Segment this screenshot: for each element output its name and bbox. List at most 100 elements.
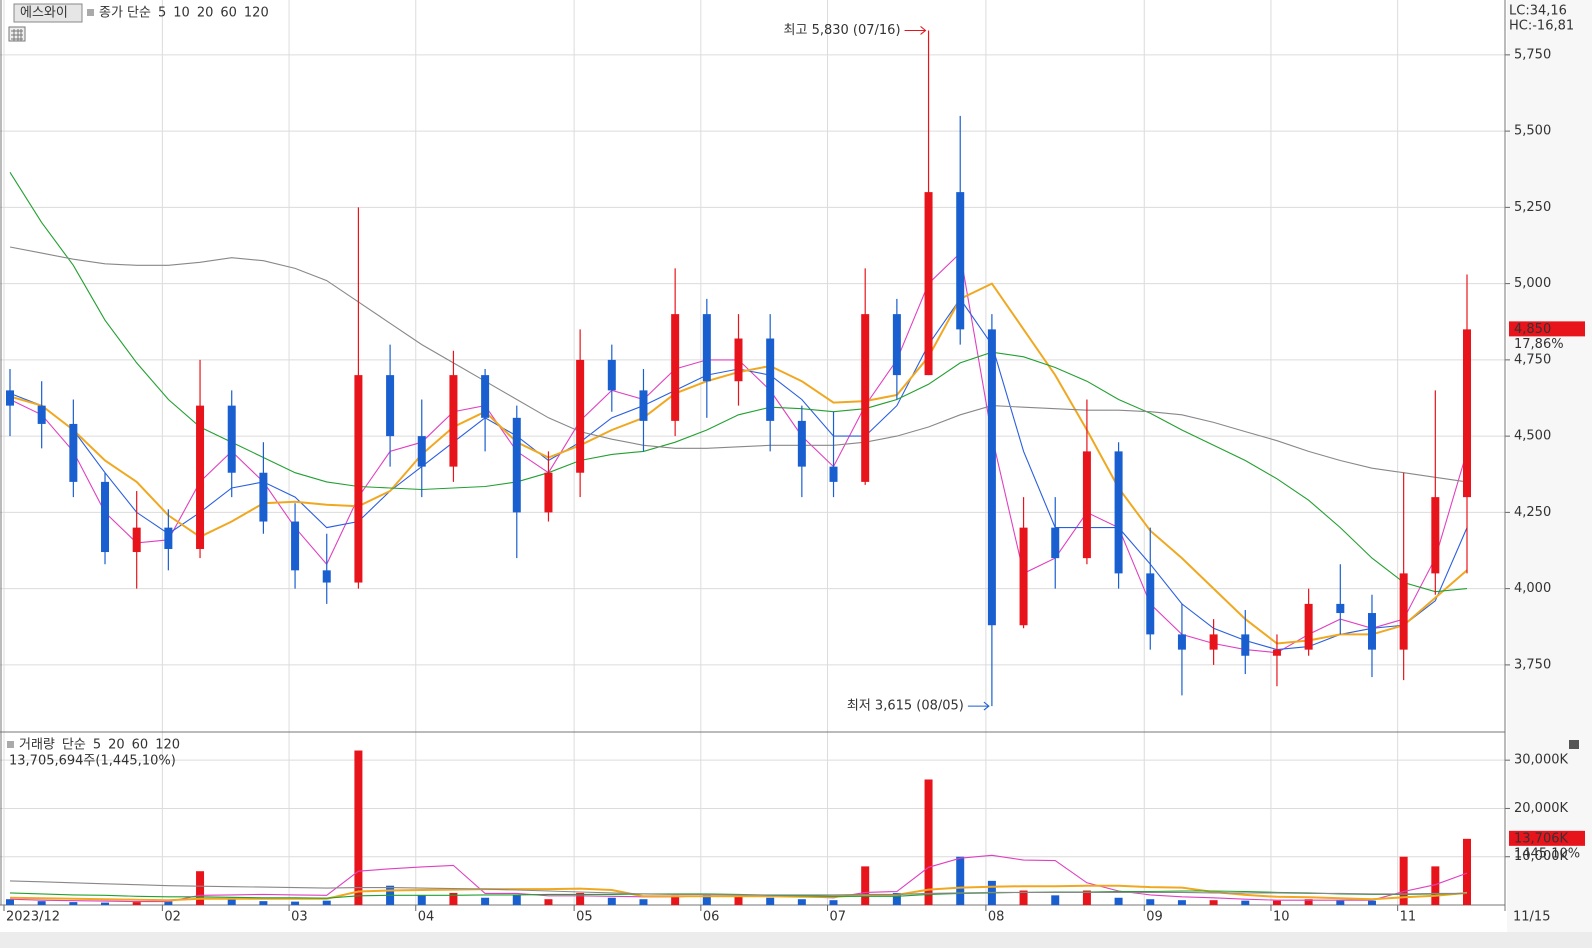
candle-body: [101, 481, 110, 553]
volume-bar: [1082, 890, 1091, 905]
candle-body: [1272, 649, 1281, 656]
volume-bar: [1019, 890, 1028, 905]
volume-bar: [1272, 900, 1281, 905]
candle-body: [1146, 573, 1155, 635]
x-tick-label: 10: [1273, 910, 1290, 925]
volume-bar: [639, 899, 648, 905]
candle-body: [956, 192, 965, 330]
x-tick-label: 08: [988, 910, 1005, 925]
volume-tag: [1509, 830, 1585, 846]
volume-bar: [417, 895, 426, 905]
price-tag-label: 4,850: [1514, 322, 1551, 337]
volume-bar: [544, 899, 553, 905]
volume-bar: [1304, 899, 1313, 905]
candle-body: [196, 405, 205, 549]
candle-body: [1304, 603, 1313, 650]
high-label: 최고 5,830 (07/16): [784, 23, 901, 38]
volume-bar: [797, 899, 806, 905]
ma-line: [9, 880, 1467, 896]
high-arrow: [904, 26, 927, 35]
y-tick-label: 30,000K: [1514, 753, 1568, 768]
volume-bar: [1177, 900, 1186, 905]
y-tick-label: 3,750: [1514, 657, 1551, 672]
legend-item: 5: [158, 6, 166, 21]
volume-bar: [449, 892, 458, 905]
ma-line: [9, 246, 1468, 483]
y-tick-label: 5,750: [1514, 47, 1551, 62]
volume-bar: [512, 895, 521, 905]
candle-body: [227, 405, 236, 473]
volume-bar: [861, 866, 870, 905]
candle-body: [576, 359, 585, 473]
candle-body: [417, 436, 426, 467]
x-tick-label: 11: [1400, 910, 1417, 925]
volume-change: 1445,10%: [1514, 846, 1580, 861]
candle-body: [1019, 527, 1028, 626]
volume-bar: [607, 897, 616, 905]
volume-tag-label: 13,706K: [1514, 831, 1568, 846]
volume-bar: [671, 895, 680, 905]
candle-body: [702, 314, 711, 382]
candle-body: [164, 527, 173, 549]
volume-bar: [164, 901, 173, 905]
low-arrow: [967, 701, 990, 711]
y-tick-label: 5,500: [1514, 124, 1551, 139]
volume-bar: [1367, 900, 1376, 905]
candle-body: [37, 405, 46, 424]
candle-body: [544, 472, 553, 513]
volume-bar: [1114, 897, 1123, 905]
volume-bar: [734, 896, 743, 905]
y-tick-label: 4,500: [1514, 429, 1551, 444]
candle-body: [1241, 634, 1250, 656]
legend-item: 60: [220, 6, 237, 21]
volume-bar: [6, 899, 14, 905]
legend-icon: [7, 741, 14, 748]
candle-body: [892, 314, 901, 376]
y-tick-label: 4,000: [1514, 581, 1551, 596]
candle-body: [481, 375, 490, 418]
candle-body: [1399, 573, 1408, 650]
candle-body: [1367, 613, 1376, 650]
volume-bar: [1463, 838, 1471, 905]
volume-bar: [322, 900, 331, 905]
y-tick-label: 5,250: [1514, 200, 1551, 215]
candle-body: [354, 375, 363, 583]
candle-body: [1177, 634, 1186, 650]
indicator: HC:-16,81: [1509, 19, 1574, 34]
axis-panel: [1507, 0, 1592, 932]
x-end-label: 11/15: [1513, 910, 1550, 925]
volume-bar: [1241, 900, 1250, 905]
volume-bar: [1209, 900, 1218, 905]
volume-bar: [37, 901, 46, 905]
candle-body: [829, 466, 838, 482]
volume-bar: [766, 897, 775, 905]
y-tick-label: 4,250: [1514, 505, 1551, 520]
candle-body: [1463, 329, 1471, 498]
legend-item: 20: [108, 738, 125, 753]
legend-title: 종가 단순: [99, 6, 151, 21]
x-tick-label: 04: [418, 910, 435, 925]
volume-bar: [69, 902, 78, 905]
stock-button[interactable]: [13, 3, 83, 23]
candle-body: [291, 521, 300, 571]
legend-item: 10: [173, 6, 190, 21]
scrollbar[interactable]: [0, 932, 1592, 948]
candle-body: [924, 192, 933, 376]
volume-legend-title: 거래량: [19, 738, 55, 753]
volume-bar: [1431, 866, 1440, 905]
candle-body: [797, 420, 806, 467]
x-tick-label: 03: [291, 910, 308, 925]
x-tick-label: 05: [576, 910, 593, 925]
volume-bar: [1336, 900, 1345, 905]
panel-button[interactable]: [1569, 740, 1579, 749]
candle-body: [734, 338, 743, 382]
legend-item: 20: [197, 6, 214, 21]
volume-bar: [481, 897, 490, 905]
candle-body: [512, 417, 521, 513]
legend-item: 60: [132, 738, 149, 753]
x-tick-label: 06: [703, 910, 720, 925]
candle-body: [132, 527, 141, 553]
volume-summary: 13,705,694주(1,445,10%): [9, 754, 176, 769]
